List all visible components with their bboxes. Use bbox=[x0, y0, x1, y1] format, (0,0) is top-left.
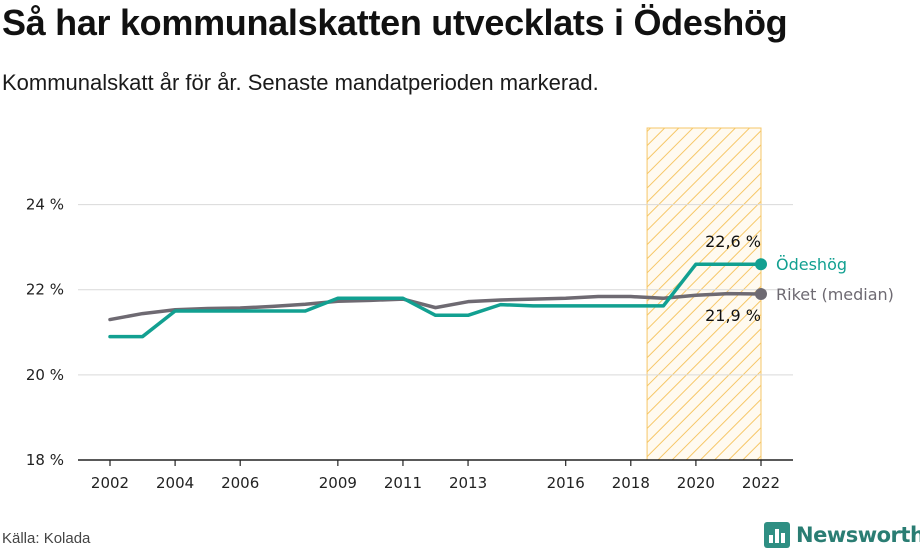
newsworthy-logo-icon bbox=[764, 522, 790, 548]
brand-name: Newsworthy bbox=[796, 523, 920, 547]
y-tick-label: 20 % bbox=[26, 366, 64, 384]
x-tick-label: 2018 bbox=[612, 474, 650, 492]
x-tick-label: 2004 bbox=[156, 474, 194, 492]
value-label-odeshog: 22,6 % bbox=[705, 232, 761, 251]
value-label-riket: 21,9 % bbox=[705, 306, 761, 325]
series-line-riket bbox=[108, 291, 763, 322]
end-dot-odeshog bbox=[755, 258, 767, 271]
x-tick-label: 2002 bbox=[91, 474, 129, 492]
x-tick-label: 2022 bbox=[742, 474, 780, 492]
source-note: Källa: Kolada bbox=[2, 530, 91, 547]
brand-logo: Newsworthy bbox=[764, 520, 920, 550]
x-tick-label: 2013 bbox=[449, 474, 487, 492]
series-name-odeshog: Ödeshög bbox=[776, 255, 847, 274]
x-tick-label: 2020 bbox=[677, 474, 715, 492]
series-name-riket: Riket (median) bbox=[776, 285, 894, 304]
x-tick-label: 2009 bbox=[319, 474, 357, 492]
x-tick-label: 2006 bbox=[221, 474, 259, 492]
y-tick-label: 24 % bbox=[26, 196, 64, 214]
y-tick-label: 22 % bbox=[26, 281, 64, 299]
chart-subtitle: Kommunalskatt år för år. Senaste mandatp… bbox=[2, 70, 599, 95]
x-tick-label: 2011 bbox=[384, 474, 422, 492]
end-dot-riket bbox=[755, 288, 767, 300]
series-line-odeshog bbox=[108, 262, 763, 339]
chart-title: Så har kommunalskatten utvecklats i Ödes… bbox=[2, 2, 788, 43]
line-chart: 18 % 20 % 22 % 24 % 2002 2004 2006 2009 2011 2013… bbox=[26, 127, 894, 492]
x-tick-label: 2016 bbox=[547, 474, 585, 492]
y-tick-label: 18 % bbox=[26, 451, 64, 469]
